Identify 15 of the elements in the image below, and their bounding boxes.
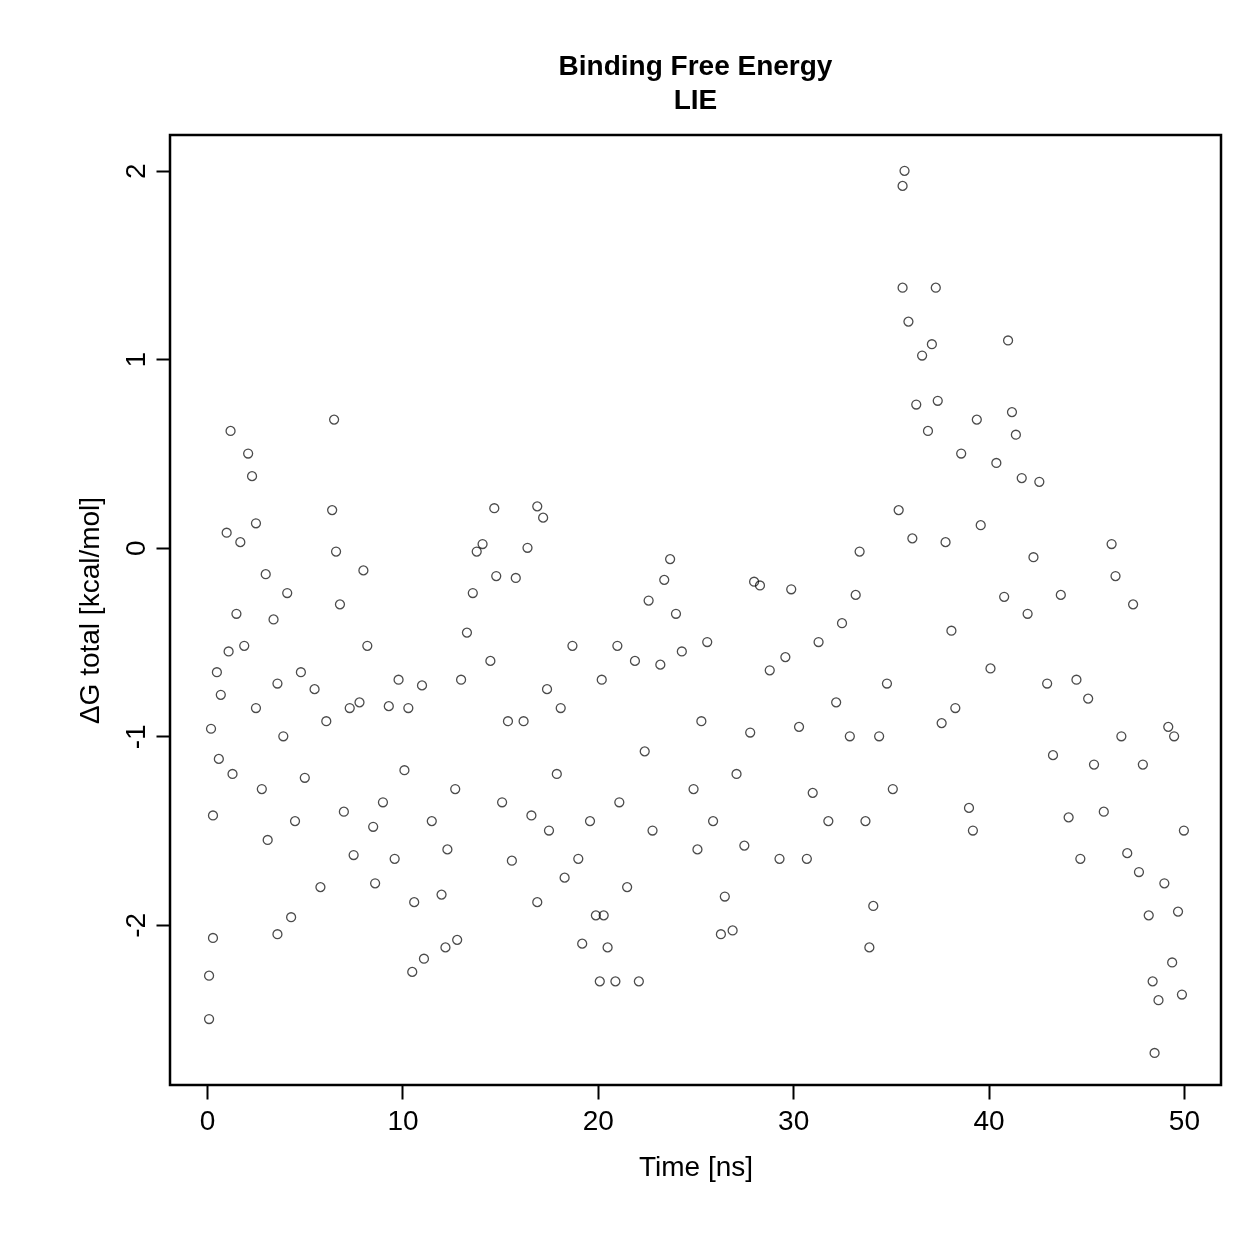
x-tick-label: 50: [1168, 1104, 1200, 1136]
chart-title: Binding Free Energy: [558, 50, 833, 81]
x-tick-label: 10: [387, 1104, 419, 1136]
y-tick-label: -1: [119, 724, 151, 750]
y-tick-label: -2: [119, 912, 151, 938]
y-tick-label: 0: [119, 540, 151, 557]
x-tick-label: 20: [582, 1104, 614, 1136]
y-axis-title: ΔG total [kcal/mol]: [73, 496, 105, 725]
x-axis-title: Time [ns]: [638, 1150, 754, 1182]
x-tick-label: 0: [199, 1104, 216, 1136]
x-tick-label: 40: [973, 1104, 1005, 1136]
y-tick-label: 2: [119, 163, 151, 180]
y-tick-label: 1: [119, 352, 151, 368]
chart-subtitle: LIE: [673, 84, 718, 115]
x-tick-label: 30: [778, 1104, 810, 1136]
